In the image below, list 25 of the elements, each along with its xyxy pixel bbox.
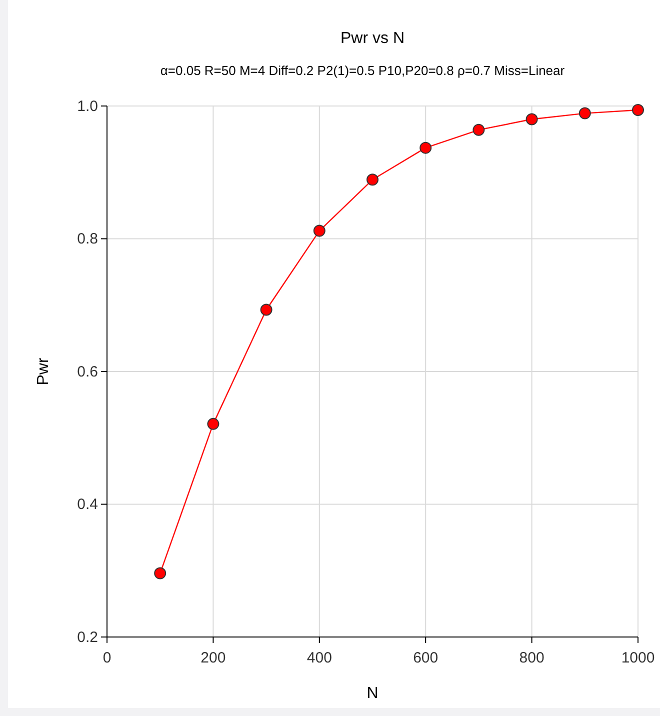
- point: [472, 124, 485, 136]
- x-tick-label: 200: [200, 650, 226, 666]
- y-axis-title: Pwr: [35, 357, 52, 386]
- point: [154, 567, 166, 580]
- point: [366, 174, 378, 186]
- y-tick-label: 0.6: [77, 363, 98, 380]
- point: [632, 104, 644, 116]
- point: [207, 418, 220, 430]
- point: [420, 142, 432, 154]
- y-tick-label: 0.2: [77, 628, 98, 646]
- point: [313, 224, 326, 237]
- x-axis-title: N: [366, 685, 378, 702]
- x-tick-label: 600: [413, 650, 438, 666]
- y-tick-label: 0.4: [77, 496, 98, 514]
- x-tick-label: 400: [306, 650, 332, 666]
- point: [260, 304, 272, 316]
- y-tick-label: 1.0: [77, 98, 98, 115]
- chart-title: Pwr vs N: [340, 30, 404, 47]
- point: [526, 113, 538, 126]
- y-tick-label: 0.8: [77, 230, 98, 248]
- x-tick-label: 0: [102, 650, 112, 666]
- chart-subtitle: α=0.05 R=50 M=4 Diff=0.2 P2(1)=0.5 P10,P20=0.8 ρ=0.7 Miss=Linear: [160, 63, 566, 78]
- point: [578, 107, 591, 120]
- x-tick-label: 1000: [621, 650, 655, 666]
- x-tick-label: 800: [519, 650, 544, 666]
